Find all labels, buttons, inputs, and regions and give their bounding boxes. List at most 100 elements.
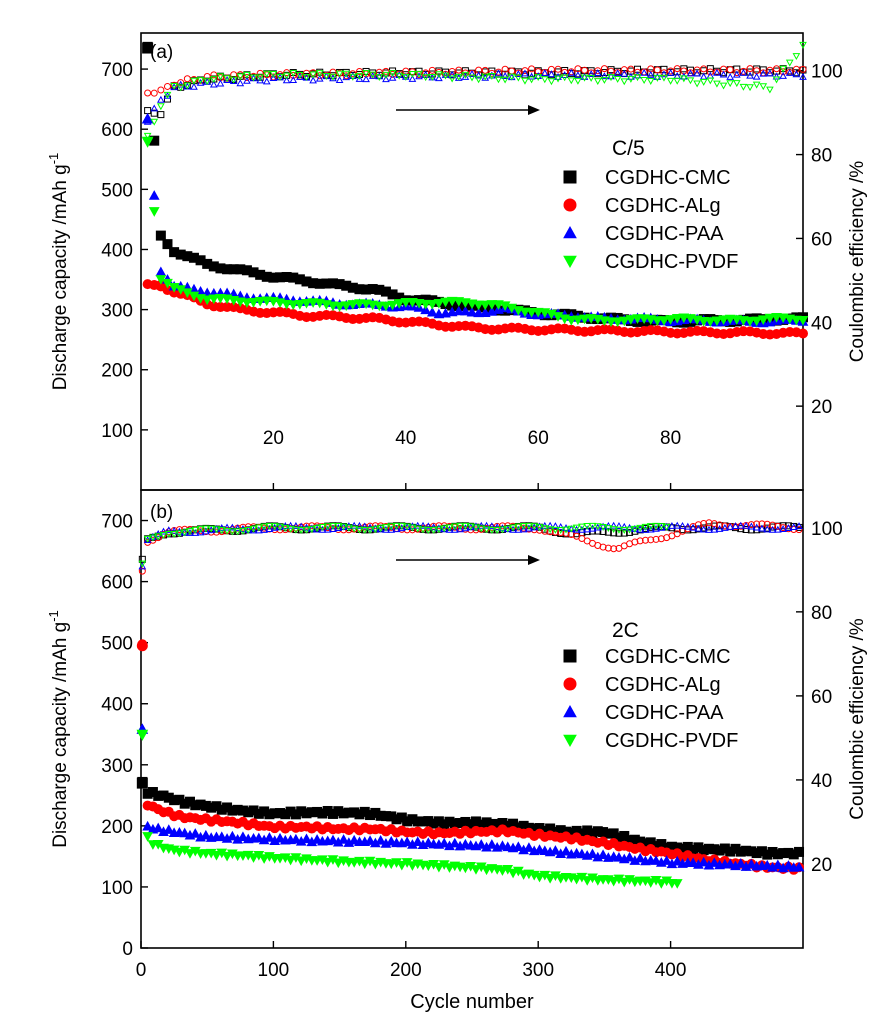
efficiency-point <box>581 66 589 74</box>
capacity-point <box>400 298 412 308</box>
efficiency-point <box>297 522 306 530</box>
capacity-point <box>295 856 307 867</box>
efficiency-point <box>580 72 589 80</box>
y-tick-label: 700 <box>101 512 133 533</box>
efficiency-point <box>202 525 210 533</box>
capacity-point <box>671 879 683 889</box>
efficiency-point <box>715 524 724 532</box>
efficiency-point <box>488 522 496 530</box>
x-tick-label: 200 <box>390 960 422 981</box>
efficiency-point <box>243 74 251 82</box>
efficiency-point <box>779 524 787 532</box>
efficiency-point <box>382 67 390 75</box>
efficiency-point <box>551 526 560 534</box>
efficiency-point <box>773 65 781 73</box>
efficiency-point <box>203 78 212 86</box>
efficiency-point <box>196 77 205 85</box>
efficiency-point <box>243 71 251 79</box>
capacity-point <box>148 190 160 200</box>
y-axis-title: Discharge capacity /mAh g-1 <box>46 153 71 391</box>
efficiency-point <box>488 72 496 80</box>
capacity-point <box>678 313 690 324</box>
efficiency-point <box>626 528 634 536</box>
efficiency-point <box>150 109 158 117</box>
capacity-point <box>764 313 776 324</box>
efficiency-point <box>154 533 163 541</box>
efficiency-point <box>699 72 708 80</box>
efficiency-point <box>350 525 359 533</box>
efficiency-point <box>292 521 300 529</box>
efficiency-point <box>686 77 695 85</box>
efficiency-point <box>693 80 701 88</box>
efficiency-point <box>560 74 569 82</box>
efficiency-point <box>588 522 597 530</box>
efficiency-point <box>501 72 509 79</box>
efficiency-point <box>415 70 423 78</box>
efficiency-point <box>609 521 618 529</box>
efficiency-point <box>448 70 456 78</box>
efficiency-point <box>297 527 306 534</box>
efficiency-point <box>413 525 422 533</box>
capacity-point <box>625 315 637 325</box>
capacity-point <box>287 300 299 311</box>
efficiency-point <box>732 80 741 88</box>
panel-label: (a) <box>150 42 173 63</box>
efficiency-point <box>679 75 688 83</box>
capacity-point <box>142 820 153 831</box>
capacity-point <box>655 879 667 889</box>
capacity-point <box>301 298 312 309</box>
efficiency-point <box>435 526 443 534</box>
efficiency-point <box>540 525 549 533</box>
efficiency-point <box>355 526 364 534</box>
capacity-point <box>136 729 149 741</box>
efficiency-point <box>742 521 750 529</box>
efficiency-point <box>150 89 158 97</box>
efficiency-point <box>149 532 157 540</box>
y-axis-title-text: Discharge capacity /mAh g <box>50 164 71 390</box>
y-tick-label: 300 <box>101 756 133 777</box>
efficiency-point <box>159 527 168 535</box>
capacity-point <box>141 136 154 148</box>
efficiency-point <box>183 75 191 83</box>
efficiency-point <box>349 70 357 78</box>
efficiency-point <box>706 65 714 73</box>
efficiency-point <box>362 75 370 83</box>
efficiency-point <box>309 76 317 84</box>
efficiency-point <box>474 76 483 84</box>
efficiency-point <box>256 76 265 84</box>
efficiency-point <box>435 524 443 532</box>
efficiency-point <box>520 524 528 532</box>
efficiency-point <box>388 73 397 81</box>
efficiency-point <box>498 526 507 534</box>
efficiency-point <box>382 525 390 533</box>
efficiency-point <box>345 522 353 530</box>
capacity-point <box>426 306 438 317</box>
y-tick-label: 400 <box>101 240 133 261</box>
efficiency-point <box>609 526 618 534</box>
capacity-point <box>532 307 544 318</box>
efficiency-point <box>170 526 178 534</box>
efficiency-point <box>620 522 629 530</box>
efficiency-point <box>157 95 165 103</box>
capacity-point <box>155 230 166 241</box>
efficiency-point <box>329 74 337 82</box>
efficiency-point <box>521 67 529 75</box>
efficiency-point <box>759 83 768 91</box>
efficiency-point <box>631 538 639 546</box>
capacity-point <box>221 851 233 862</box>
efficiency-point <box>514 525 523 533</box>
legend-marker <box>563 704 577 718</box>
efficiency-point <box>763 524 771 532</box>
capacity-point <box>307 298 319 308</box>
chart-panel-a: 100 200 300 400 500 600 700 20 40 60 80 100 20 40 60 80… <box>46 32 868 491</box>
efficiency-point <box>435 71 443 79</box>
capacity-point <box>237 831 249 842</box>
efficiency-point <box>554 72 562 80</box>
efficiency-point <box>163 91 172 99</box>
efficiency-point <box>388 69 397 77</box>
efficiency-point <box>683 522 692 530</box>
efficiency-point <box>758 520 766 528</box>
efficiency-point <box>646 523 655 531</box>
capacity-point <box>253 832 265 843</box>
capacity-point <box>201 295 213 306</box>
